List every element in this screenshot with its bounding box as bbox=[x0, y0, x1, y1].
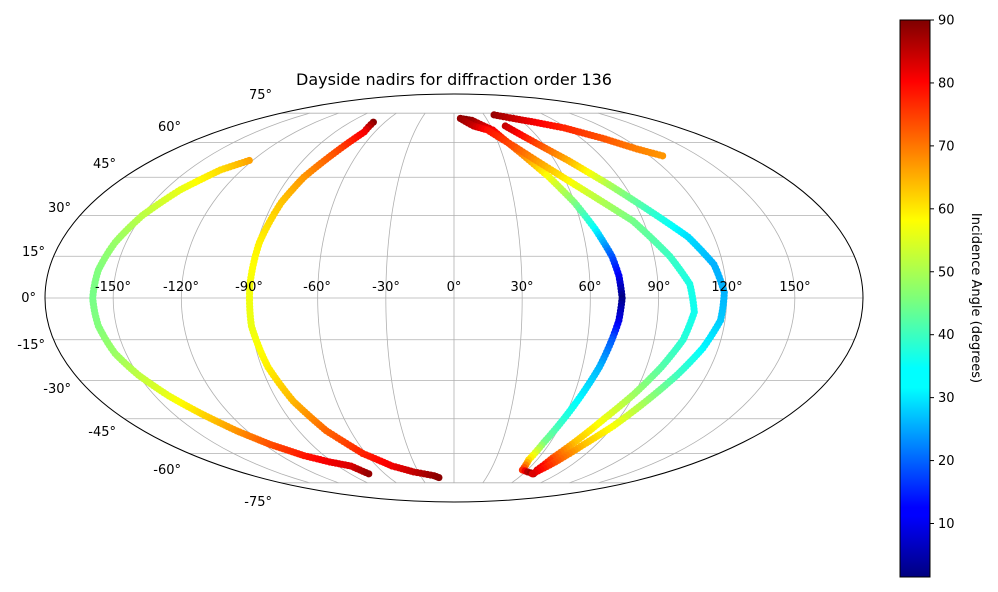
lon-tick-label: -120° bbox=[163, 280, 199, 295]
lat-tick-label: -30° bbox=[43, 382, 71, 397]
colorbar-tick-label: 40 bbox=[938, 328, 955, 343]
lat-tick-label: 75° bbox=[249, 88, 272, 103]
meridian-line bbox=[317, 112, 397, 484]
chart-title: Dayside nadirs for diffraction order 136 bbox=[296, 70, 612, 89]
lat-tick-label: -15° bbox=[17, 338, 45, 353]
colorbar-tick-label: 60 bbox=[938, 202, 955, 217]
lon-tick-label: 0° bbox=[447, 280, 462, 295]
colorbar-tick-label: 70 bbox=[938, 139, 955, 154]
lon-tick-label: 150° bbox=[779, 280, 810, 295]
data-points bbox=[89, 111, 728, 482]
colorbar: 10 20 30 40 50 60 70 80 90 Incidence Angle (degr… bbox=[899, 14, 983, 578]
meridian-line bbox=[112, 112, 310, 484]
meridian-line bbox=[482, 112, 523, 484]
lon-tick-label: 30° bbox=[510, 280, 533, 295]
meridian-line bbox=[180, 112, 339, 484]
data-point bbox=[528, 470, 536, 478]
lat-tick-label: -60° bbox=[153, 463, 181, 478]
lat-tick-label: -45° bbox=[88, 425, 116, 440]
lat-tick-label: 15° bbox=[22, 245, 45, 260]
lon-tick-label: 120° bbox=[711, 280, 742, 295]
meridian-line bbox=[598, 112, 796, 484]
lon-tick-label: -90° bbox=[235, 280, 263, 295]
colorbar-tick-label: 10 bbox=[938, 517, 955, 532]
latitude-tick-labels: 75° 60° 45° 30° 15° 0° -15° -30° -45° -6… bbox=[17, 88, 272, 510]
longitude-tick-labels: -150° -120° -90° -60° -30° 0° 30° 60° 90… bbox=[95, 280, 811, 295]
grid-lines bbox=[45, 112, 863, 484]
lat-tick-label: 0° bbox=[21, 291, 36, 306]
colorbar-tick-label: 30 bbox=[938, 391, 955, 406]
map-outline bbox=[44, 93, 864, 503]
colorbar-ticks: 10 20 30 40 50 60 70 80 90 bbox=[930, 14, 955, 532]
lon-tick-label: 90° bbox=[647, 280, 670, 295]
data-point bbox=[435, 473, 443, 482]
data-point bbox=[365, 470, 373, 478]
lat-tick-label: 30° bbox=[48, 201, 71, 216]
lon-tick-label: -150° bbox=[95, 280, 131, 295]
lon-tick-label: -30° bbox=[372, 280, 400, 295]
lat-tick-label: -75° bbox=[244, 495, 272, 510]
lat-tick-label: 60° bbox=[158, 120, 181, 135]
meridian-line bbox=[385, 112, 426, 484]
lat-tick-label: 45° bbox=[93, 157, 116, 172]
colorbar-tick-label: 90 bbox=[938, 14, 955, 29]
colorbar-tick-label: 50 bbox=[938, 265, 955, 280]
data-point bbox=[659, 152, 667, 160]
colorbar-gradient bbox=[899, 19, 931, 578]
lon-tick-label: 60° bbox=[578, 280, 601, 295]
colorbar-tick-label: 20 bbox=[938, 454, 955, 469]
colorbar-tick-label: 80 bbox=[938, 76, 955, 91]
lon-tick-label: -60° bbox=[303, 280, 331, 295]
colorbar-label: Incidence Angle (degrees) bbox=[968, 213, 983, 383]
